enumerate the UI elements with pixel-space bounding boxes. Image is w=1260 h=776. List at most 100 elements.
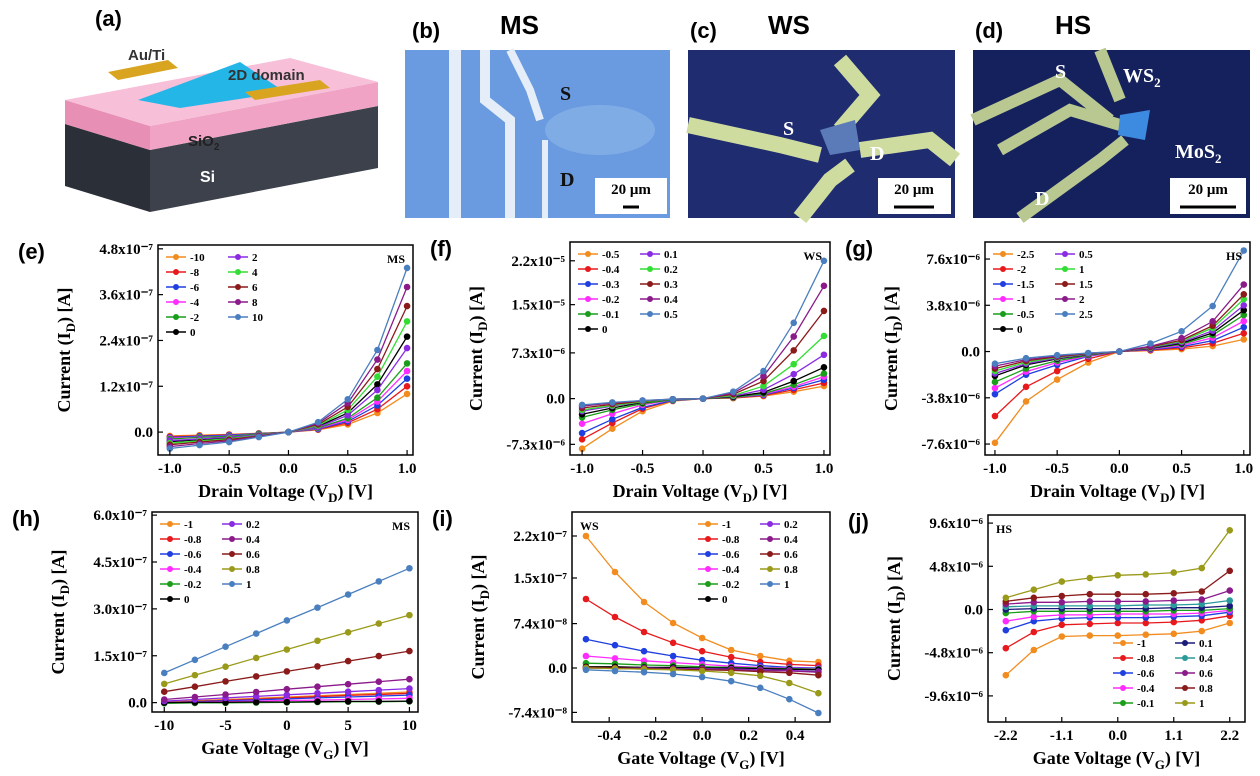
- legend-marker: [767, 566, 773, 572]
- data-point: [253, 655, 259, 661]
- legend-label: -0.1: [602, 309, 619, 321]
- y-tick-label: 3.0x10⁻⁷: [93, 602, 147, 618]
- x-tick-label: -10: [154, 718, 174, 734]
- data-point: [1087, 575, 1093, 581]
- top-sub: 2: [1154, 75, 1161, 90]
- plot-area: [992, 248, 1246, 446]
- panel-b: (b) MS S D 20 μm: [405, 10, 670, 218]
- data-point: [1059, 634, 1065, 640]
- y-tick-label: 1.5x10⁻⁵: [511, 298, 565, 314]
- legend-label: 0.2: [784, 519, 798, 531]
- data-point: [816, 710, 822, 716]
- legend-marker: [235, 284, 241, 290]
- data-point: [992, 391, 998, 397]
- x-tick-label: -1.0: [158, 461, 182, 477]
- data-point: [610, 426, 616, 432]
- data-point: [1054, 352, 1060, 358]
- data-point: [161, 670, 167, 676]
- data-point: [1179, 329, 1185, 335]
- data-point: [670, 671, 676, 677]
- data-point: [1171, 619, 1177, 625]
- data-point: [1171, 631, 1177, 637]
- x-axis-label-part: Drain Voltage (V: [613, 481, 743, 502]
- series-line: [170, 306, 407, 445]
- legend-label: -6: [190, 282, 200, 294]
- x-tick-label: 1.0: [815, 461, 834, 477]
- data-point: [583, 667, 589, 673]
- data-point: [821, 364, 827, 370]
- y-tick-label: 6.0x10⁻⁷: [93, 508, 147, 524]
- legend-label: -8: [190, 267, 200, 279]
- y-tick-label: 2.2x10⁻⁷: [513, 529, 567, 545]
- y-tick-label: -7.3x10⁻⁶: [506, 437, 565, 453]
- data-point: [226, 439, 232, 445]
- data-point: [1143, 591, 1149, 597]
- drain-label: D: [870, 143, 884, 165]
- data-point: [728, 647, 734, 653]
- y-axis-label-part: ) [A]: [54, 287, 75, 322]
- legend-marker: [167, 581, 173, 587]
- legend-label: 0.5: [1079, 249, 1093, 261]
- legend-label: -1.5: [1017, 279, 1035, 291]
- data-point: [1199, 597, 1205, 603]
- data-point: [1171, 591, 1177, 597]
- data-point: [1227, 528, 1233, 534]
- legend-label: -0.3: [602, 279, 620, 291]
- x-tick-label: 0.2: [739, 728, 758, 744]
- data-point: [1031, 614, 1037, 620]
- legend-label: 0.1: [1199, 638, 1213, 650]
- legend-label: 0: [602, 324, 608, 336]
- data-point: [579, 421, 585, 427]
- data-point: [757, 685, 763, 691]
- data-point: [816, 690, 822, 696]
- legend-marker: [705, 581, 711, 587]
- data-point: [315, 684, 321, 690]
- y-tick-label: 1.5x10⁻⁷: [93, 649, 147, 665]
- panel-title: HS: [1055, 10, 1091, 40]
- data-point: [821, 371, 827, 377]
- x-axis-label-part: G: [739, 757, 749, 772]
- legend-marker: [1062, 251, 1068, 257]
- legend-marker: [173, 329, 179, 335]
- legend-label: -1: [184, 519, 193, 531]
- x-axis-label-part: G: [323, 747, 333, 762]
- series-line: [170, 348, 407, 440]
- x-axis-label-part: ) [V]: [1165, 748, 1200, 769]
- legend-label: -0.1: [1137, 698, 1154, 710]
- annotation: WS: [580, 519, 599, 533]
- y-axis-label-part: D: [893, 591, 908, 600]
- y-tick-label: 4.5x10⁻⁷: [93, 555, 147, 571]
- legend-marker: [647, 266, 653, 272]
- data-point: [1087, 633, 1093, 639]
- legend-label: 2: [1079, 294, 1085, 306]
- panel-label: (j): [848, 509, 869, 534]
- series-line: [995, 333, 1244, 416]
- legend-marker: [229, 521, 235, 527]
- y-tick-label: -7.4x10⁻⁸: [508, 705, 567, 721]
- legend-marker: [235, 314, 241, 320]
- data-point: [404, 376, 410, 382]
- data-point: [821, 283, 827, 289]
- x-axis-label-part: Drain Voltage (V: [1030, 481, 1160, 502]
- panel-a: (a) Au/Ti 2D domain SiO2 Si: [65, 6, 378, 212]
- data-point: [192, 657, 198, 663]
- legend-marker: [1000, 326, 1006, 332]
- y-tick-label: -4.8x10⁻⁶: [924, 646, 983, 662]
- data-point: [1241, 292, 1247, 298]
- legend-label: 0.1: [664, 249, 678, 261]
- data-point: [345, 699, 351, 705]
- legend-marker: [1062, 266, 1068, 272]
- annotation: WS: [803, 249, 822, 263]
- legend-label: 0.4: [784, 534, 798, 546]
- data-point: [192, 694, 198, 700]
- series-line: [995, 339, 1244, 442]
- y-tick-label: 0.0: [964, 603, 983, 619]
- y-axis-label: Current (ID) [A]: [468, 554, 492, 679]
- y-tick-label: 7.6x10⁻⁶: [926, 252, 980, 268]
- x-axis-label: Drain Voltage (VD) [V]: [613, 481, 788, 505]
- legend-label: 0.4: [1199, 653, 1213, 665]
- legend-label: 1: [1079, 264, 1085, 276]
- panel-label: (f): [430, 236, 452, 261]
- data-point: [791, 320, 797, 326]
- legend-label: 0: [190, 327, 196, 339]
